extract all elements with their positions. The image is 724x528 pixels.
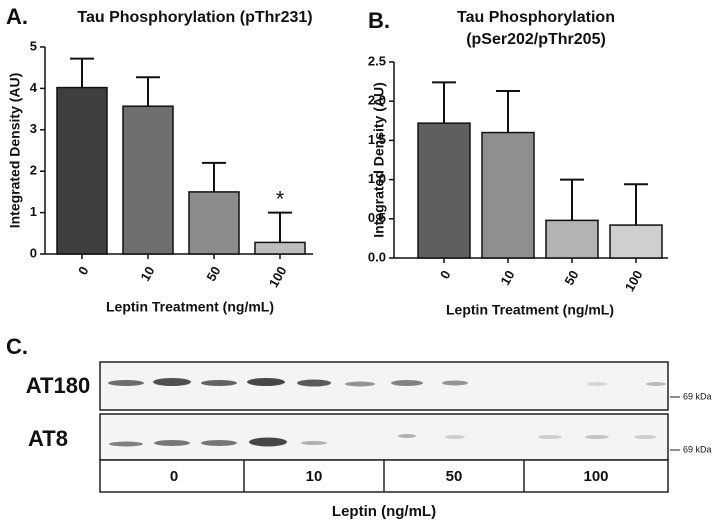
bar — [188, 191, 240, 255]
band — [297, 379, 331, 387]
y-tick-label: 1.5 — [368, 132, 386, 147]
y-tick-label: 0.0 — [368, 249, 386, 264]
band — [587, 382, 607, 386]
blot-row — [99, 413, 669, 461]
x-axis-label: Leptin Treatment (ng/mL) — [446, 302, 614, 318]
bands — [108, 378, 666, 447]
x-axis-label: Leptin (ng/mL) — [332, 503, 436, 520]
band — [585, 435, 609, 439]
y-tick-label: 1.0 — [368, 171, 386, 186]
band — [445, 435, 465, 439]
y-tick-label: 1 — [30, 204, 37, 219]
y-tick-label: 4 — [30, 80, 38, 95]
band — [345, 381, 375, 387]
y-tick-label: 2 — [30, 163, 37, 178]
y-axis-label: Integrated Density (AU) — [7, 73, 23, 229]
bar — [481, 131, 535, 259]
band — [154, 440, 190, 446]
x-tick-label: 50 — [203, 264, 223, 284]
group-label: 10 — [306, 468, 323, 485]
panel-label: B. — [368, 8, 390, 33]
bar — [545, 219, 599, 259]
group-label: 0 — [170, 468, 178, 485]
chart-title: Tau Phosphorylation — [457, 9, 615, 26]
marker-label: 69 kDa — [683, 444, 712, 454]
band — [201, 380, 237, 386]
bar — [609, 224, 663, 259]
group-label: 100 — [583, 468, 608, 485]
y-tick-label: 0.5 — [368, 210, 386, 225]
band — [646, 382, 666, 386]
y-tick-label: 3 — [30, 121, 37, 136]
x-tick-label: 100 — [266, 264, 290, 290]
x-tick-label: 0 — [437, 268, 454, 282]
band — [109, 441, 143, 447]
y-tick-label: 5 — [30, 38, 37, 53]
band — [634, 435, 656, 439]
y-tick-label: 0 — [30, 245, 37, 260]
band — [398, 434, 416, 438]
band — [247, 378, 285, 386]
band — [201, 440, 237, 446]
chart-title: Tau Phosphorylation (pThr231) — [77, 9, 312, 26]
band — [108, 380, 144, 386]
x-tick-label: 0 — [75, 264, 92, 278]
panel-label: C. — [6, 334, 28, 359]
y-axis-label: Integrated Density (AU) — [371, 82, 387, 238]
row-label: AT180 — [26, 373, 90, 398]
x-tick-label: 100 — [622, 268, 646, 294]
bar — [56, 86, 108, 255]
band — [391, 380, 423, 386]
band — [249, 437, 287, 447]
band — [538, 435, 562, 439]
significance: * — [276, 186, 285, 211]
band — [442, 380, 468, 386]
x-tick-label: 10 — [137, 264, 157, 284]
x-tick-label: 50 — [561, 268, 581, 288]
row-label: AT8 — [28, 426, 68, 451]
band — [153, 378, 191, 386]
group-label: 50 — [446, 468, 463, 485]
blot-row — [99, 361, 669, 411]
band — [301, 441, 327, 445]
panel-label: A. — [6, 4, 28, 29]
marker-label: 69 kDa — [683, 391, 712, 401]
y-tick-label: 2.5 — [368, 53, 386, 68]
chart-title: (pSer202/pThr205) — [466, 31, 606, 48]
bar — [417, 122, 471, 259]
x-axis-label: Leptin Treatment (ng/mL) — [106, 299, 274, 315]
bar — [254, 241, 306, 255]
bar — [122, 105, 174, 255]
y-tick-label: 2.0 — [368, 93, 386, 108]
x-tick-label: 10 — [497, 268, 517, 288]
